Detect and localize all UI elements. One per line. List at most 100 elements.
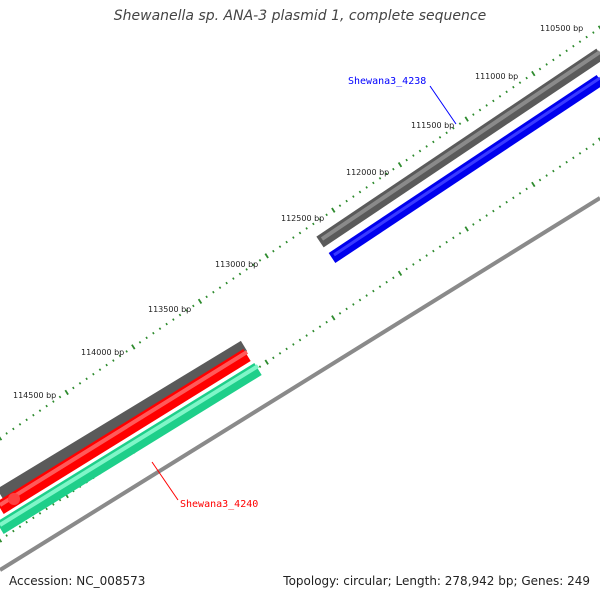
tick-mark [85, 377, 88, 381]
tick-mark [32, 413, 35, 417]
tick-mark [225, 281, 228, 285]
tick-mark [105, 363, 108, 367]
tick-mark [38, 512, 42, 515]
tick-mark [138, 341, 142, 344]
tick-mark [492, 209, 495, 213]
tick-mark [445, 131, 448, 135]
tick-mark [525, 187, 528, 191]
tick-mark [578, 152, 582, 155]
tick-mark [272, 356, 275, 360]
tick-mark [458, 232, 462, 235]
tick-mark [331, 315, 336, 321]
tick-mark [285, 240, 288, 244]
tick-mark [5, 534, 8, 537]
gene-label-shewana3-4240[interactable]: Shewana3_4240 [180, 499, 258, 510]
tick-mark [412, 154, 415, 157]
tick-mark [365, 186, 368, 189]
tick-mark [558, 165, 562, 168]
tick-mark [385, 172, 388, 176]
tick-mark [458, 122, 462, 125]
tick-mark [452, 236, 455, 240]
tick-mark [552, 58, 555, 62]
green-feature-track[interactable] [0, 363, 262, 534]
gene-label-leader-4238 [429, 85, 457, 125]
tick-mark [452, 126, 455, 130]
tick-mark [292, 343, 295, 346]
tick-mark [485, 214, 488, 217]
tick-mark [18, 423, 22, 426]
tick-mark [158, 327, 162, 330]
tick-mark [278, 245, 282, 248]
tick-mark [512, 85, 515, 89]
tick-mark [192, 304, 195, 308]
tick-mark [58, 395, 62, 399]
tick-mark [305, 334, 308, 337]
tick-mark [518, 81, 522, 84]
map-title: Shewanella sp. ANA-3 plasmid 1, complete… [113, 8, 487, 24]
tick-mark [405, 267, 408, 271]
tick-mark [32, 516, 35, 520]
tick-mark [418, 258, 422, 262]
tick-mark [52, 400, 55, 403]
tick-mark [592, 31, 595, 34]
topology-text: Topology: circular; Length: 278,942 bp; … [283, 574, 590, 588]
tick-mark [498, 95, 502, 98]
tick-mark [378, 285, 382, 288]
tick-mark [258, 365, 262, 368]
tick-mark [178, 313, 182, 317]
tick-mark [325, 320, 328, 324]
tick-mark [552, 169, 555, 173]
tick-mark [464, 226, 469, 232]
tick-mark [185, 309, 188, 312]
tick-mark [145, 336, 148, 340]
tick-mark [264, 359, 269, 365]
gray-feature-track[interactable] [316, 48, 600, 248]
tick-mark [585, 35, 588, 39]
tick-mark [412, 263, 415, 266]
tick-mark [478, 108, 482, 112]
tick-mark [505, 200, 508, 204]
tick-mark [338, 204, 342, 207]
tick-mark [305, 227, 308, 230]
tick-label: 114500 bp [13, 391, 56, 400]
tick-mark [378, 177, 382, 180]
tick-mark [492, 99, 495, 103]
tick-mark [72, 386, 75, 390]
tick-mark [505, 90, 508, 94]
tick-mark [64, 389, 69, 396]
tick-mark [312, 222, 315, 226]
tick-mark [365, 294, 368, 297]
tick-mark [572, 44, 575, 48]
tick-mark [197, 298, 203, 304]
tick-mark [52, 503, 55, 506]
tick-mark [425, 254, 428, 257]
tick-label: 111000 bp [475, 72, 518, 81]
tick-mark [25, 520, 28, 524]
tick-mark [285, 347, 288, 351]
gray-feature-lower[interactable] [0, 340, 248, 500]
tick-mark [345, 307, 348, 311]
outer-tick-row [0, 25, 600, 441]
tick-mark [331, 207, 336, 213]
tick-mark [597, 137, 600, 142]
tick-mark [358, 298, 362, 302]
tick-mark [485, 104, 488, 107]
tick-mark [565, 49, 568, 53]
tick-mark [538, 178, 542, 182]
tick-mark [397, 162, 403, 168]
tick-mark [258, 259, 262, 262]
tick-label: 113000 bp [215, 260, 258, 269]
tick-mark [425, 145, 428, 148]
tick-mark [345, 199, 348, 203]
tick-mark [512, 196, 515, 200]
tick-label: 111500 bp [411, 121, 454, 130]
gene-label-shewana3-4238[interactable]: Shewana3_4238 [348, 76, 426, 87]
gene-shewana3-4238[interactable] [328, 75, 600, 263]
tick-mark [45, 507, 48, 511]
tick-mark [358, 190, 362, 194]
tick-mark [165, 322, 168, 326]
gene-shewana3-4240[interactable] [0, 349, 251, 514]
tick-mark [405, 158, 408, 162]
tick-mark [264, 253, 269, 259]
tick-mark [472, 113, 475, 116]
